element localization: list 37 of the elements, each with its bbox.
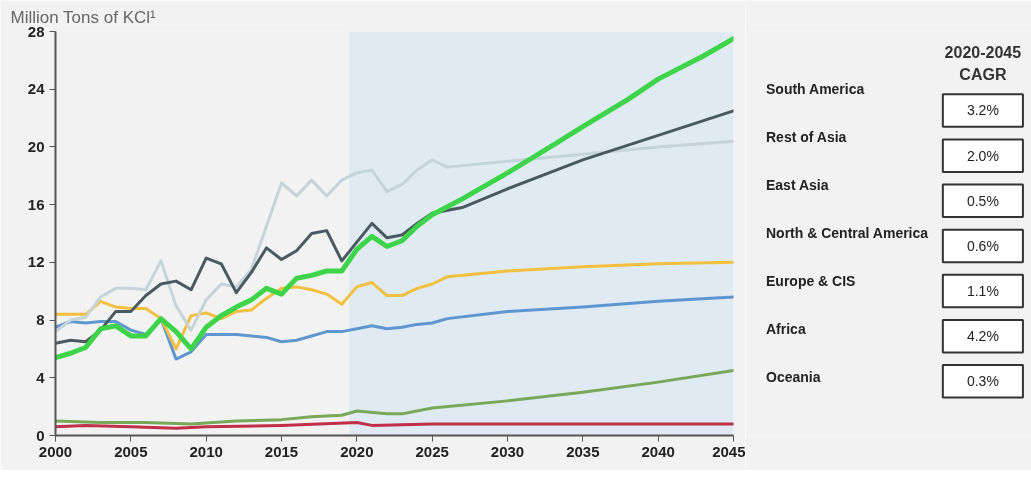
y-tick-label: 16 [27, 195, 45, 213]
x-tick-label: 2045 [712, 442, 746, 460]
line-series [55, 139, 734, 334]
x-tick-label: 2000 [38, 442, 73, 460]
x-tick-label: 2025 [415, 442, 449, 460]
y-tick-label: 0 [36, 426, 45, 444]
line-series [55, 295, 734, 361]
text: Oceania [766, 368, 821, 387]
y-tick-label: 4 [36, 368, 46, 386]
text: 2.0% [966, 147, 999, 164]
y-tick-label: 20 [27, 137, 45, 155]
x-tick-label: 2005 [114, 442, 148, 460]
x-tick-label: 2040 [641, 442, 675, 460]
line-series [55, 369, 734, 426]
text: South America [766, 80, 865, 99]
line-series [55, 260, 734, 351]
text: Europe & CIS [766, 272, 856, 291]
text: 4.2% [966, 328, 999, 345]
x-tick-label: 2035 [566, 442, 600, 460]
text: North & Central America [766, 224, 929, 243]
x-tick-label: 2015 [264, 442, 299, 460]
text: 0.6% [966, 237, 999, 254]
text: Africa [766, 320, 806, 339]
y-tick-label: 8 [36, 311, 45, 329]
y-tick-label: 24 [27, 80, 46, 98]
text: East Asia [766, 176, 829, 195]
legend-title: 2020-2045 CAGR [944, 43, 1022, 83]
text: 0.3% [966, 373, 999, 390]
x-tick-label: 2020 [340, 442, 374, 460]
text: 3.2% [966, 102, 999, 119]
x-tick-label: 2030 [490, 442, 525, 460]
text: 1.1% [966, 283, 999, 300]
y-tick-label: 12 [27, 253, 45, 271]
x-tick-label: 2010 [189, 442, 223, 460]
text: Rest of Asia [766, 128, 847, 147]
text: 0.5% [966, 192, 999, 209]
line-series [55, 109, 734, 345]
